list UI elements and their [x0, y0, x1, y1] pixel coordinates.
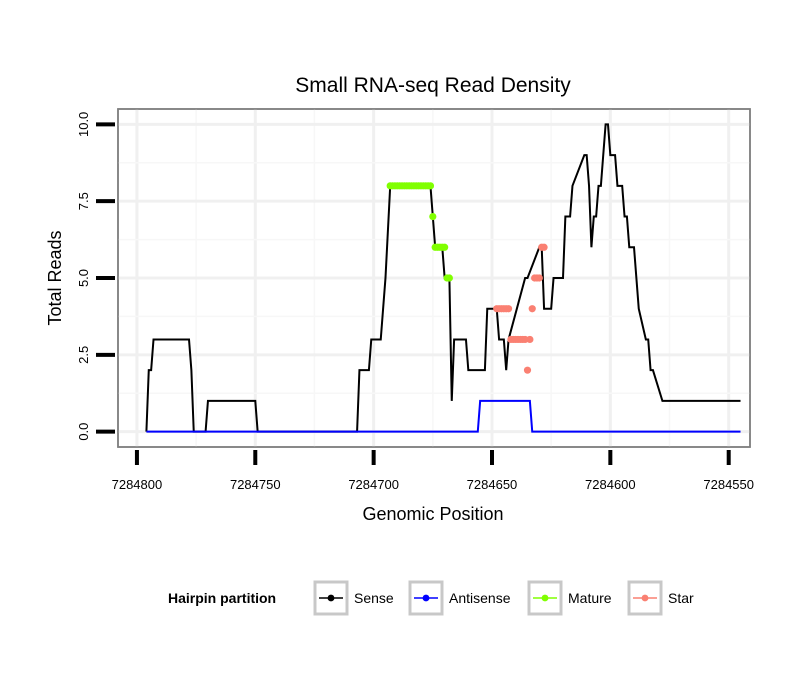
y-tick-label: 10.0 [76, 112, 91, 137]
x-tick-label: 7284550 [703, 477, 754, 492]
y-tick-label: 5.0 [76, 269, 91, 287]
legend-label: Star [668, 590, 694, 606]
y-tick-label: 2.5 [76, 346, 91, 364]
x-tick-label: 7284800 [112, 477, 163, 492]
legend-label: Sense [354, 590, 394, 606]
legend-key-dot [422, 594, 430, 602]
legend-entries: Sense Antisense Mature Star [313, 580, 694, 616]
antisense-line [146, 399, 741, 433]
legend-item-sense: Sense [313, 580, 394, 616]
star-point [523, 366, 532, 374]
x-axis-title: Genomic Position [362, 504, 503, 524]
series-mature [386, 182, 453, 282]
series-antisense [146, 399, 741, 433]
x-axis: 7284800 7284750 7284700 7284650 7284600 72845… [112, 450, 754, 492]
mature-point [445, 274, 453, 282]
mature-point [441, 243, 449, 251]
y-axis: 0.0 2.5 5.0 7.5 10.0 [76, 112, 115, 441]
y-axis-title: Total Reads [45, 230, 65, 325]
legend-label: Antisense [449, 590, 511, 606]
plot-border [117, 108, 751, 448]
star-point [526, 335, 534, 344]
star-point [528, 305, 536, 313]
legend-key-dot [541, 594, 549, 602]
series-layer [145, 123, 741, 433]
mature-point [429, 212, 437, 221]
x-tick-label: 7284600 [585, 477, 636, 492]
legend-item-star: Star [627, 580, 694, 616]
y-tick-label: 0.0 [76, 423, 91, 441]
legend-item-mature: Mature [527, 580, 612, 616]
x-tick-label: 7284650 [467, 477, 518, 492]
chart-title: Small RNA-seq Read Density [295, 74, 571, 97]
legend-title: Hairpin partition [168, 590, 276, 606]
mature-point [426, 182, 435, 190]
gridlines [118, 109, 750, 447]
legend-key-dot [641, 594, 649, 602]
star-point [504, 305, 513, 313]
y-tick-label: 7.5 [76, 192, 91, 210]
legend: Hairpin partition Sense Antisense Mature St… [168, 580, 694, 616]
star-point [540, 243, 548, 251]
x-tick-label: 7284700 [348, 477, 399, 492]
legend-key-dot [327, 594, 335, 602]
legend-label: Mature [568, 590, 612, 606]
series-star [493, 243, 548, 374]
star-point [535, 274, 543, 282]
x-tick-label: 7284750 [230, 477, 281, 492]
legend-item-antisense: Antisense [408, 580, 511, 616]
